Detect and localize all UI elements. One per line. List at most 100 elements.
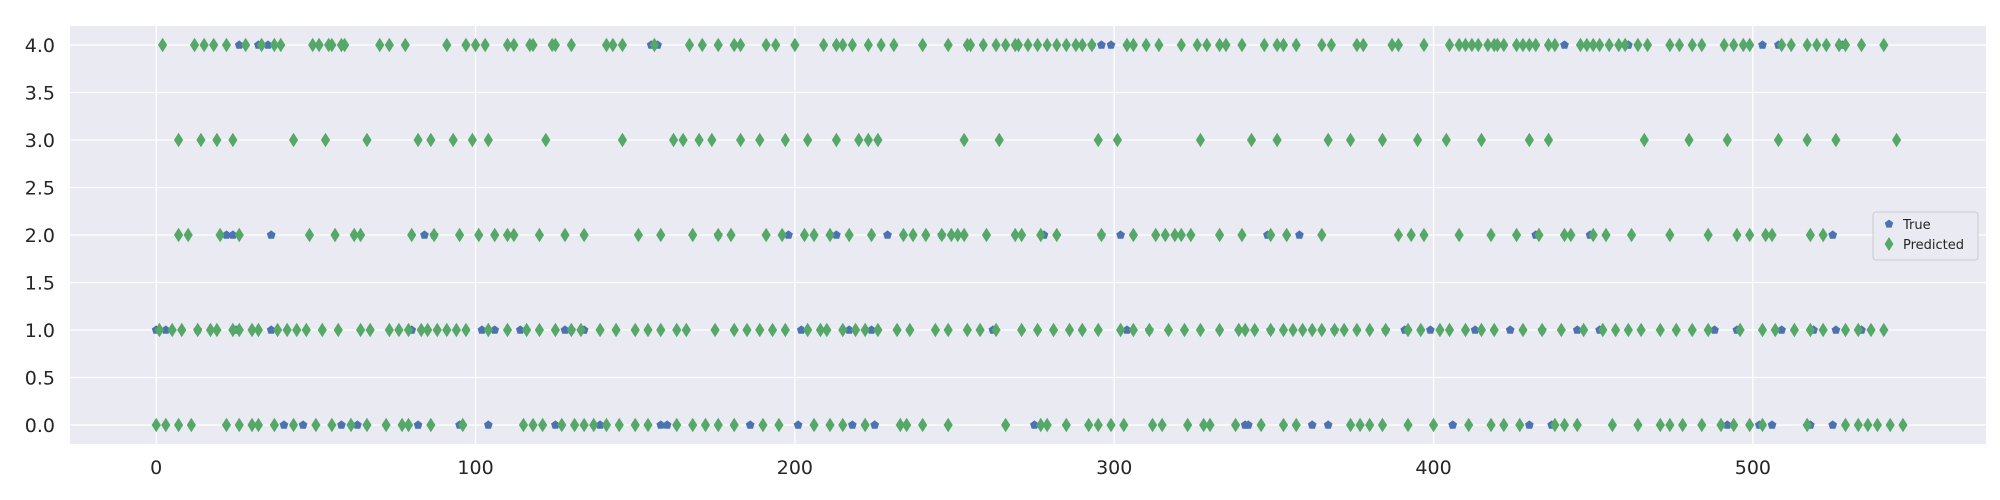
predicted-point (1186, 227, 1196, 243)
predicted-point (863, 132, 873, 148)
predicted-point (953, 227, 963, 243)
predicted-point (1032, 322, 1043, 338)
predicted-point (1246, 132, 1257, 148)
predicted-point (196, 132, 206, 148)
predicted-point (1215, 37, 1225, 53)
predicted-point (1607, 417, 1617, 433)
predicted-point (426, 417, 436, 433)
predicted-point (423, 322, 433, 338)
predicted-point (1170, 227, 1180, 243)
predicted-point (1240, 322, 1250, 338)
predicted-point (247, 417, 257, 433)
predicted-point (1588, 227, 1598, 243)
predicted-point (965, 37, 976, 53)
predicted-point (1093, 417, 1103, 433)
predicted-point (314, 37, 324, 53)
predicted-point (1122, 37, 1132, 53)
predicted-point (1195, 322, 1206, 338)
x-tick-label: 300 (1096, 457, 1132, 479)
predicted-point (1483, 37, 1493, 53)
predicted-point (397, 417, 407, 433)
predicted-point (1017, 227, 1027, 243)
predicted-point (1633, 37, 1643, 53)
predicted-point (1697, 37, 1707, 53)
predicted-point (151, 417, 161, 433)
predicted-point (215, 227, 225, 243)
predicted-point (355, 227, 366, 243)
predicted-point (1278, 417, 1289, 433)
predicted-point (317, 322, 327, 338)
y-axis: 0.0 0.5 1.0 1.5 2.0 2.5 3.0 3.5 4.0 (25, 35, 55, 437)
predicted-point (761, 37, 771, 53)
predicted-point (186, 417, 196, 433)
predicted-point (1821, 37, 1831, 53)
predicted-point (483, 322, 493, 338)
predicted-point (384, 322, 394, 338)
predicted-point (1840, 322, 1851, 338)
predicted-point (1128, 322, 1138, 338)
y-tick-label: 2.5 (25, 178, 55, 200)
true-point (353, 420, 362, 429)
predicted-point (991, 322, 1001, 338)
true-point (551, 420, 560, 429)
predicted-point (803, 132, 813, 148)
predicted-point (308, 37, 318, 53)
y-tick-label: 0.5 (25, 368, 55, 390)
y-tick-label: 0.0 (25, 415, 55, 437)
true-point (337, 420, 346, 429)
predicted-point (1288, 322, 1298, 338)
predicted-point (1412, 132, 1423, 148)
predicted-point (1588, 37, 1598, 53)
predicted-point (288, 417, 299, 433)
predicted-point (978, 37, 988, 53)
predicted-point (713, 37, 723, 53)
predicted-point (962, 322, 972, 338)
predicted-point (684, 37, 695, 53)
predicted-point (1116, 322, 1126, 338)
true-point (595, 420, 605, 429)
predicted-point (729, 417, 739, 433)
predicted-point (761, 227, 771, 243)
predicted-point (247, 322, 257, 338)
true-point (848, 420, 857, 429)
predicted-point (1840, 37, 1851, 53)
predicted-point (158, 37, 168, 53)
predicted-point (668, 132, 679, 148)
predicted-point (889, 37, 899, 53)
predicted-point (1250, 322, 1260, 338)
predicted-point (1559, 227, 1570, 243)
predicted-point (1703, 227, 1713, 243)
predicted-point (1745, 227, 1755, 243)
predicted-point (1352, 322, 1362, 338)
predicted-point (1428, 417, 1439, 433)
predicted-point (943, 417, 953, 433)
predicted-point (1052, 37, 1062, 53)
predicted-point (384, 37, 394, 53)
predicted-point (1716, 417, 1726, 433)
predicted-point (1770, 322, 1780, 338)
predicted-point (643, 417, 653, 433)
predicted-point (154, 322, 165, 338)
predicted-point (1192, 37, 1202, 53)
predicted-point (981, 227, 992, 243)
true-point (1767, 420, 1777, 429)
predicted-point (1579, 322, 1589, 338)
predicted-point (803, 322, 813, 338)
predicted-point (873, 132, 883, 148)
predicted-point (780, 132, 790, 148)
predicted-point (1087, 37, 1097, 53)
predicted-point (774, 417, 784, 433)
predicted-point (1179, 322, 1190, 338)
true-point (793, 420, 803, 429)
predicted-point (1623, 322, 1633, 338)
predicted-point (1687, 37, 1697, 53)
predicted-point (534, 227, 545, 243)
predicted-point (1537, 322, 1547, 338)
predicted-point (790, 37, 800, 53)
predicted-point (538, 417, 548, 433)
predicted-point (442, 37, 452, 53)
true-point (1828, 420, 1838, 429)
predicted-point (365, 322, 375, 338)
predicted-point (1237, 37, 1247, 53)
predicted-point (234, 322, 244, 338)
